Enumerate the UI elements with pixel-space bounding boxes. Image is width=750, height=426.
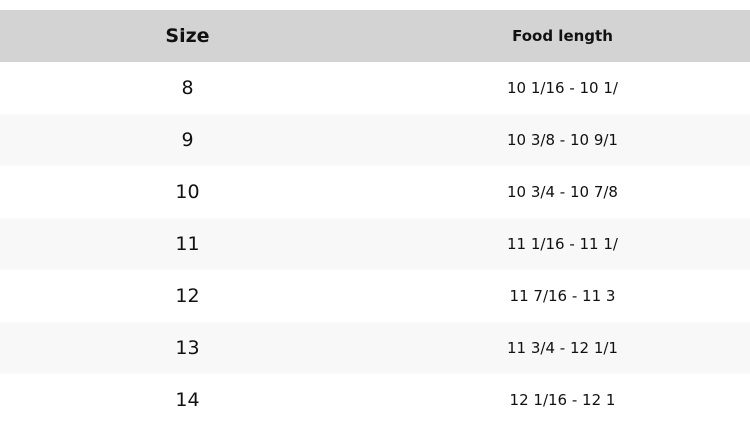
size-cell: 14 xyxy=(175,389,200,411)
food-length-cell: 11 3/4 - 12 1/1 xyxy=(507,339,618,357)
header-food-length: Food length xyxy=(512,27,613,45)
size-cell: 8 xyxy=(181,77,194,99)
table-row: 13 11 3/4 - 12 1/1 xyxy=(0,322,750,374)
header-size: Size xyxy=(165,25,210,47)
food-length-cell: 10 3/4 - 10 7/8 xyxy=(507,183,618,201)
table-row: 10 10 3/4 - 10 7/8 xyxy=(0,166,750,218)
food-length-cell: 12 1/16 - 12 1 xyxy=(509,391,616,409)
size-cell: 13 xyxy=(175,337,200,359)
size-cell: 11 xyxy=(175,233,200,255)
size-cell: 12 xyxy=(175,285,200,307)
table-row: 11 11 1/16 - 11 1/ xyxy=(0,218,750,270)
food-length-cell: 11 1/16 - 11 1/ xyxy=(507,235,618,253)
food-length-cell: 10 3/8 - 10 9/1 xyxy=(507,131,618,149)
size-cell: 9 xyxy=(181,129,194,151)
table-row: 8 10 1/16 - 10 1/ xyxy=(0,62,750,114)
table-header: Size Food length xyxy=(0,10,750,62)
food-length-cell: 10 1/16 - 10 1/ xyxy=(507,79,618,97)
size-cell: 10 xyxy=(175,181,200,203)
food-length-cell: 11 7/16 - 11 3 xyxy=(509,287,616,305)
table-row: 9 10 3/8 - 10 9/1 xyxy=(0,114,750,166)
size-chart-table: Size Food length 8 10 1/16 - 10 1/ 9 10 … xyxy=(0,10,750,426)
table-row: 14 12 1/16 - 12 1 xyxy=(0,374,750,426)
table-row: 12 11 7/16 - 11 3 xyxy=(0,270,750,322)
